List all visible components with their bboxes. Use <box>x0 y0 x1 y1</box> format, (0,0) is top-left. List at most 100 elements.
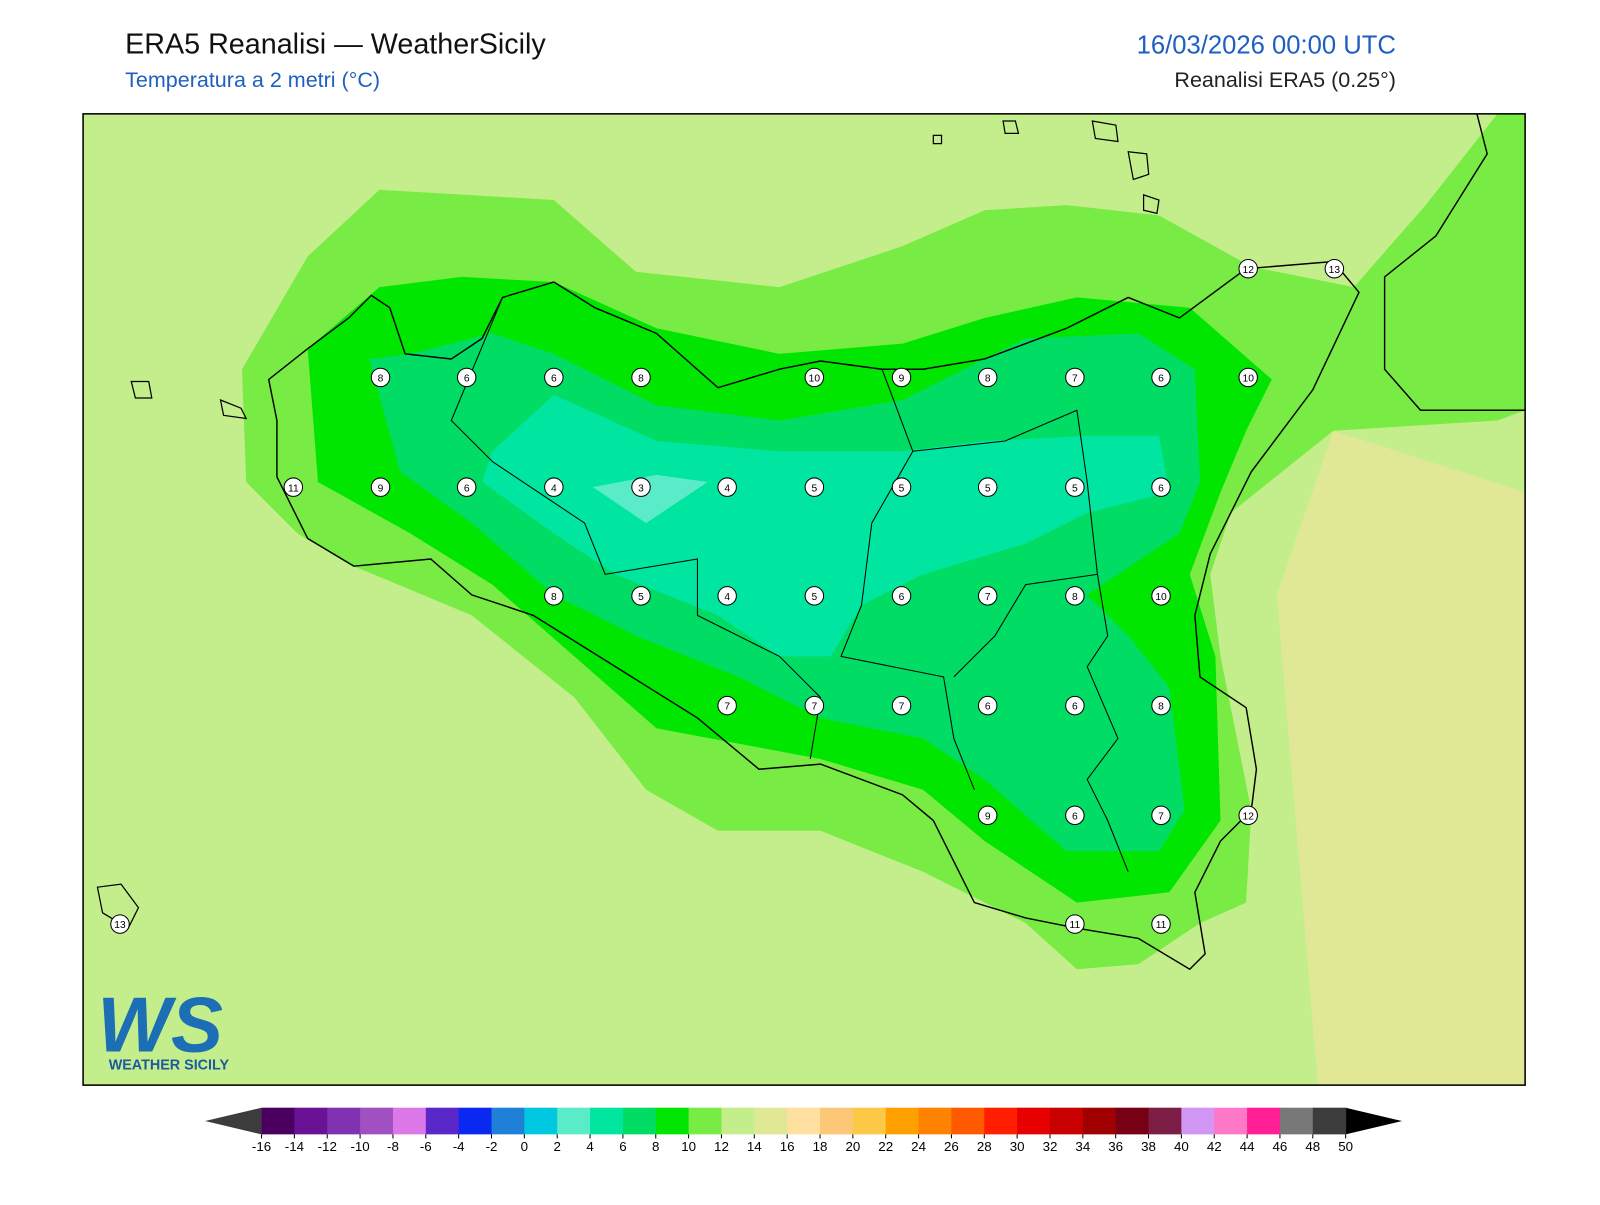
station-value: 3 <box>638 483 644 494</box>
stations: 12 13 8 6 6 8 10 9 8 7 6 10 11 9 6 4 3 4 5 5 5 5 6 8 5 4 5 6 7 8 10 7 7 7… <box>110 258 1345 934</box>
colorbar-swatch <box>1279 1107 1314 1135</box>
station-value: 7 <box>812 702 818 713</box>
station-marker <box>717 477 737 497</box>
station-value: 10 <box>809 374 821 385</box>
colorbar-tick-label: -10 <box>350 1139 369 1154</box>
colorbar-tick-label: -2 <box>486 1139 498 1154</box>
station-marker <box>977 586 998 606</box>
station-marker <box>804 367 825 388</box>
colorbar-swatch <box>1181 1107 1215 1135</box>
colorbar-tick-label: 48 <box>1305 1139 1320 1154</box>
colorbar-swatch <box>655 1107 690 1135</box>
station-marker <box>1238 805 1258 826</box>
colorbar-tick-label: 16 <box>780 1139 795 1154</box>
colorbar-swatch <box>491 1107 525 1135</box>
logo-mark: WS <box>97 980 223 1068</box>
colorbar-swatch <box>1017 1107 1051 1135</box>
colorbar-swatch <box>787 1107 821 1135</box>
colorbar-swatch <box>1214 1107 1248 1135</box>
station-marker <box>977 477 998 497</box>
station-marker <box>110 914 130 934</box>
colorbar-swatch <box>622 1107 657 1135</box>
station-marker <box>631 367 651 388</box>
station-marker <box>1151 805 1171 826</box>
colorbar-swatch <box>721 1107 755 1135</box>
station-value: 5 <box>638 592 644 603</box>
station-value: 6 <box>464 483 470 494</box>
station-marker <box>283 477 304 497</box>
station-marker <box>1151 367 1171 388</box>
colorbar-swatch <box>1148 1107 1182 1135</box>
colorbar-tick-label: 6 <box>619 1139 626 1154</box>
colorbar-swatch <box>524 1107 558 1135</box>
colorbar-tick-label: 8 <box>652 1139 659 1154</box>
colorbar-tick-label: 38 <box>1141 1139 1156 1154</box>
colorbar-swatch <box>392 1107 427 1135</box>
station-value: 6 <box>985 702 991 713</box>
colorbar-tick-label: 4 <box>586 1139 594 1154</box>
colorbar-tick-label: -14 <box>285 1139 305 1154</box>
station-value: 11 <box>1156 920 1167 931</box>
station-value: 6 <box>1072 702 1078 713</box>
station-marker <box>1238 367 1258 388</box>
station-marker <box>1065 695 1085 716</box>
station-marker <box>804 695 825 716</box>
colorbar-swatch <box>590 1107 624 1135</box>
station-value: 9 <box>899 374 905 385</box>
colorbar-swatch <box>885 1107 920 1135</box>
station-value: 6 <box>1072 811 1078 822</box>
colorbar-swatch <box>1247 1107 1281 1135</box>
colorbar-tick-label: -8 <box>387 1139 399 1154</box>
station-marker <box>1065 586 1085 606</box>
station-value: 8 <box>985 374 991 385</box>
colorbar-tick-label: 30 <box>1010 1139 1025 1154</box>
station-value: 6 <box>551 374 557 385</box>
station-value: 5 <box>812 592 818 603</box>
station-marker <box>631 586 651 606</box>
colorbar-swatch <box>951 1107 985 1135</box>
station-marker <box>1324 258 1345 279</box>
colorbar-swatch <box>1115 1107 1150 1135</box>
station-marker <box>370 477 391 497</box>
colorbar-tick-label: 32 <box>1043 1139 1058 1154</box>
station-value: 8 <box>551 592 557 603</box>
station-value: 5 <box>899 483 905 494</box>
band-2-4 <box>592 474 708 524</box>
station-marker <box>631 477 651 497</box>
station-marker <box>977 805 998 826</box>
map <box>83 113 1526 1086</box>
title: ERA5 Reanalisi — WeatherSicily <box>125 28 546 60</box>
colorbar-swatch <box>984 1107 1018 1135</box>
station-value: 7 <box>899 702 905 713</box>
station-marker <box>1065 914 1085 934</box>
station-value: 8 <box>378 374 384 385</box>
station-value: 6 <box>1158 483 1164 494</box>
station-marker <box>1151 477 1171 497</box>
station-value: 10 <box>1243 374 1255 385</box>
station-marker <box>1151 586 1171 606</box>
calabria-coast <box>1383 113 1526 411</box>
logo: WS WEATHER SICILY <box>97 980 229 1073</box>
station-marker <box>891 367 912 388</box>
station-marker <box>456 477 477 497</box>
station-value: 11 <box>1070 920 1081 931</box>
islands <box>96 120 1160 930</box>
station-value: 5 <box>1072 483 1078 494</box>
station-marker <box>370 367 391 388</box>
station-value: 10 <box>1155 592 1167 603</box>
colorbar-tick-label: 28 <box>977 1139 992 1154</box>
coastline <box>267 260 1360 971</box>
station-value: 8 <box>1072 592 1078 603</box>
station-value: 12 <box>1243 265 1255 276</box>
station-value: 8 <box>1158 702 1164 713</box>
station-value: 4 <box>724 592 730 603</box>
station-value: 13 <box>1329 265 1341 276</box>
colorbar-over <box>1345 1107 1403 1135</box>
colorbar-swatch <box>557 1107 591 1135</box>
station-marker <box>544 586 564 606</box>
datetime: 16/03/2026 00:00 UTC <box>1137 31 1396 59</box>
station-marker <box>456 367 477 388</box>
band-14-16 <box>1276 430 1526 1086</box>
